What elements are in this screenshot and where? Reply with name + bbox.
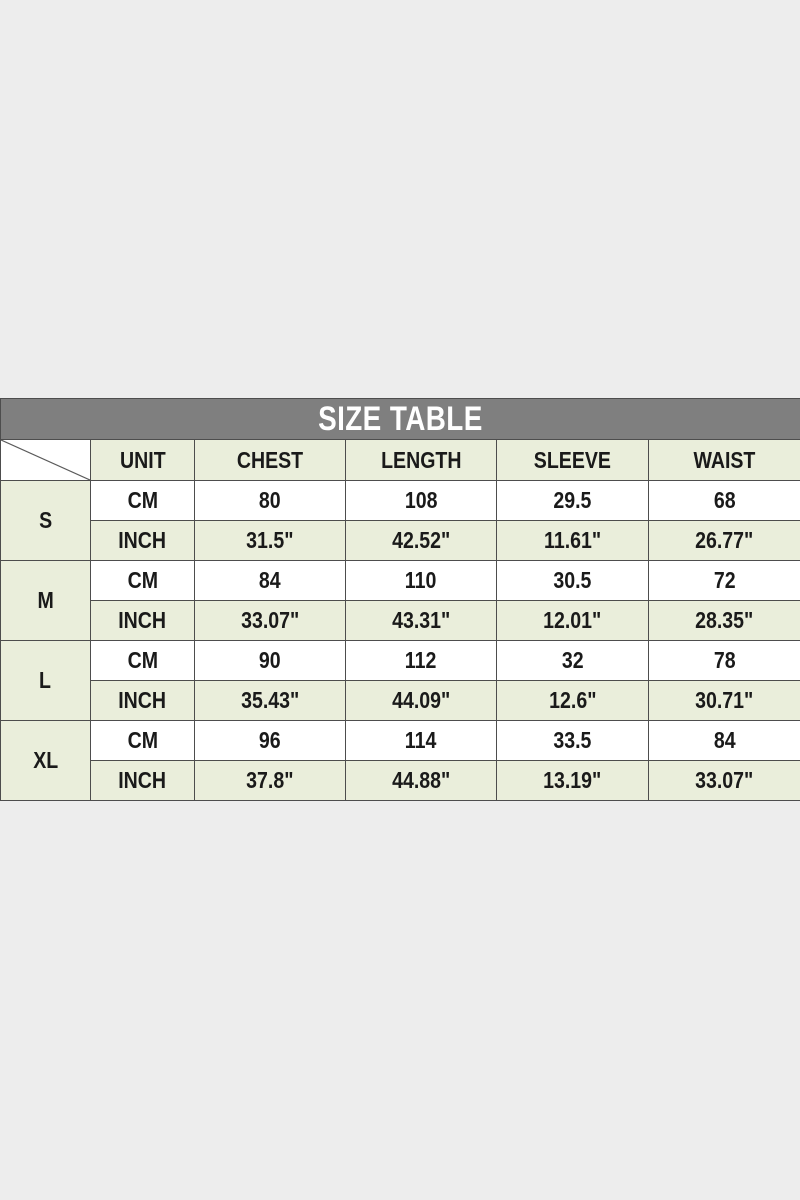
measurement-value: 84 [647, 720, 800, 761]
measurement-value: 42.52" [345, 520, 497, 561]
unit-label: CM [90, 720, 195, 761]
measurement-value: 31.5" [194, 520, 346, 561]
measurement-value: 80 [194, 480, 346, 521]
measurement-value: 29.5 [496, 480, 649, 521]
column-header-chest: CHEST [194, 439, 346, 481]
measurement-value: 33.07" [194, 600, 346, 641]
size-label-xl: XL [0, 720, 91, 801]
measurement-value: 12.6" [496, 680, 649, 721]
unit-label: INCH [90, 760, 195, 801]
measurement-value: 35.43" [194, 680, 346, 721]
unit-label: CM [90, 480, 195, 521]
table-title: SIZE TABLE [318, 399, 483, 438]
table-row-xl-cm: XL CM 96 114 33.5 84 [0, 720, 800, 801]
measurement-value: 26.77" [647, 520, 800, 561]
unit-label: INCH [90, 600, 195, 641]
measurement-value: 37.8" [194, 760, 346, 801]
title-row: SIZE TABLE [0, 398, 800, 440]
unit-label: INCH [90, 520, 195, 561]
size-table: SIZE TABLE UNIT CHEST LENGTH SLEEVE WAIS… [0, 398, 800, 801]
measurement-value: 112 [345, 640, 497, 681]
size-label-m: M [0, 560, 91, 641]
table-row-l-inch: INCH 35.43" 44.09" 12.6" 30.71" [1, 680, 800, 721]
measurement-value: 72 [647, 560, 800, 601]
measurement-value: 43.31" [345, 600, 497, 641]
header-row: UNIT CHEST LENGTH SLEEVE WAIST [0, 439, 800, 481]
measurement-value: 68 [647, 480, 800, 521]
measurement-value: 28.35" [647, 600, 800, 641]
measurement-value: 114 [345, 720, 497, 761]
measurement-value: 11.61" [496, 520, 649, 561]
measurement-value: 44.09" [345, 680, 497, 721]
table-row-l-cm: L CM 90 112 32 78 [0, 640, 800, 721]
unit-label: INCH [90, 680, 195, 721]
column-header-sleeve: SLEEVE [496, 439, 649, 481]
measurement-value: 13.19" [496, 760, 649, 801]
measurement-value: 32 [496, 640, 649, 681]
measurement-value: 33.07" [647, 760, 800, 801]
measurement-value: 110 [345, 560, 497, 601]
measurement-value: 30.71" [647, 680, 800, 721]
measurement-value: 30.5 [496, 560, 649, 601]
size-label-s: S [0, 480, 91, 561]
table-title-cell: SIZE TABLE [0, 398, 800, 440]
measurement-value: 12.01" [496, 600, 649, 641]
unit-label: CM [90, 560, 195, 601]
measurement-value: 108 [345, 480, 497, 521]
column-header-length: LENGTH [345, 439, 497, 481]
size-label-l: L [0, 640, 91, 721]
table-row-s-inch: INCH 31.5" 42.52" 11.61" 26.77" [1, 520, 800, 561]
measurement-value: 90 [194, 640, 346, 681]
column-header-unit: UNIT [90, 439, 195, 481]
table-row-m-cm: M CM 84 110 30.5 72 [0, 560, 800, 641]
diagonal-line-icon [1, 440, 90, 480]
measurement-value: 33.5 [496, 720, 649, 761]
diagonal-corner-cell [0, 439, 91, 481]
table-row-xl-inch: INCH 37.8" 44.88" 13.19" 33.07" [1, 760, 800, 801]
unit-label: CM [90, 640, 195, 681]
table-row-s-cm: S CM 80 108 29.5 68 [0, 480, 800, 561]
measurement-value: 78 [647, 640, 800, 681]
column-header-waist: WAIST [647, 439, 800, 481]
measurement-value: 44.88" [345, 760, 497, 801]
table-row-m-inch: INCH 33.07" 43.31" 12.01" 28.35" [1, 600, 800, 641]
measurement-value: 96 [194, 720, 346, 761]
measurement-value: 84 [194, 560, 346, 601]
